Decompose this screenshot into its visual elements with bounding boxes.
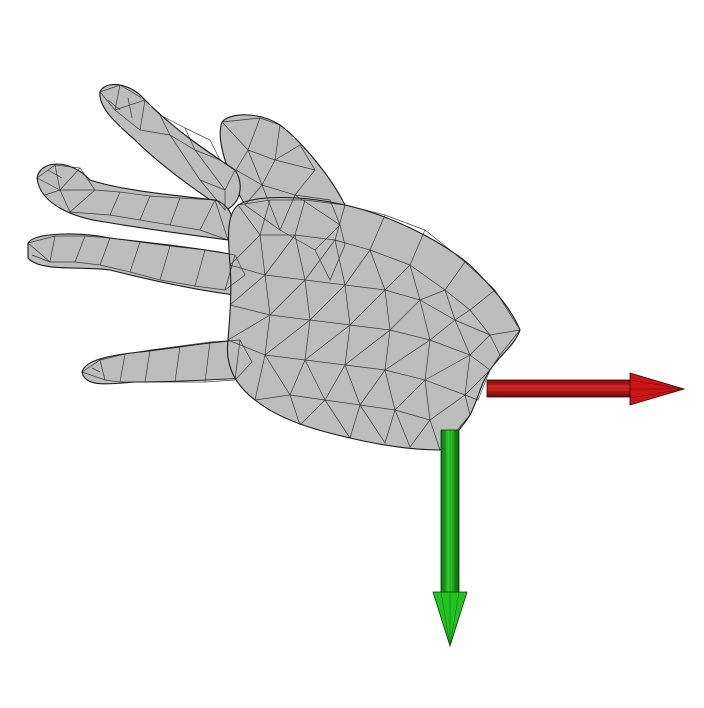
ring-finger	[27, 233, 246, 296]
y-axis-shaft-lines	[444, 430, 456, 598]
mesh-wireframe	[27, 84, 521, 451]
y-axis-arrow[interactable]	[432, 429, 468, 648]
palm	[226, 197, 521, 451]
x-axis-shaft	[486, 379, 638, 398]
x-axis-arrow[interactable]	[486, 372, 686, 406]
x-axis-shaft-lines	[487, 383, 637, 393]
hand-mesh[interactable]	[27, 83, 521, 451]
